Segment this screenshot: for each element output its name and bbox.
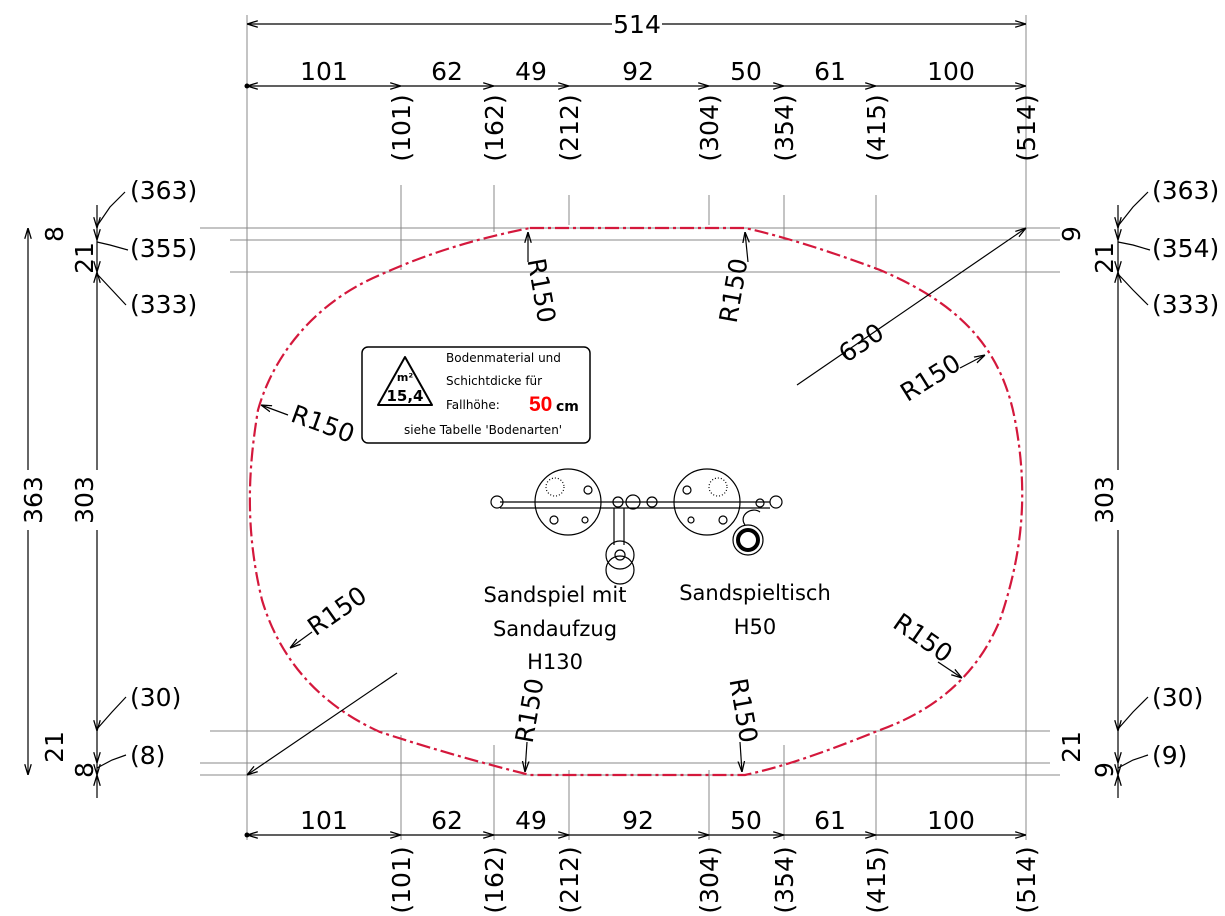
left-ref-363: (363) bbox=[130, 176, 197, 205]
right-bottom-a: 9 bbox=[1090, 762, 1119, 778]
top-seg-2: 62 bbox=[431, 57, 463, 86]
bottom-seg-2: 62 bbox=[431, 806, 463, 835]
top-seg-7: 100 bbox=[927, 57, 975, 86]
radius-right-lower: R150 bbox=[888, 607, 958, 668]
fall-height-value: 50 bbox=[529, 393, 552, 416]
left-bottom-b: 21 bbox=[40, 731, 69, 763]
bottom-pos-354: (354) bbox=[770, 846, 799, 913]
bottom-pos-101: (101) bbox=[387, 846, 416, 913]
equipment-1-line-3: H130 bbox=[527, 650, 583, 674]
right-bottom-b: 21 bbox=[1057, 731, 1086, 763]
top-pos-354: (354) bbox=[770, 94, 799, 161]
info-line-1: Bodenmaterial und bbox=[446, 351, 561, 365]
overall-width-label: 514 bbox=[613, 10, 661, 39]
right-top-b: 21 bbox=[1090, 242, 1119, 274]
bottom-pos-514: (514) bbox=[1012, 846, 1041, 913]
top-pos-162: (162) bbox=[480, 94, 509, 161]
left-ref-355: (355) bbox=[130, 234, 197, 263]
left-total: 363 bbox=[19, 476, 48, 524]
right-ref-363: (363) bbox=[1152, 176, 1219, 205]
top-segment-dimensions: 101 62 49 92 50 61 100 bbox=[244, 57, 1026, 89]
radius-left-lower: R150 bbox=[302, 580, 372, 641]
warning-triangle-icon bbox=[377, 356, 433, 406]
right-dimensions: 9 21 303 21 9 (363) (354) (333) (30) (9) bbox=[1057, 176, 1219, 798]
bottom-seg-6: 61 bbox=[814, 806, 846, 835]
sand-play-equipment-symbol bbox=[490, 468, 783, 585]
bottom-position-labels: (101) (162) (212) (304) (354) (415) (514… bbox=[387, 846, 1041, 913]
fall-height-unit: cm bbox=[556, 399, 579, 415]
right-ref-9: (9) bbox=[1152, 741, 1187, 770]
bottom-seg-4: 92 bbox=[622, 806, 654, 835]
left-ref-333: (333) bbox=[130, 290, 197, 319]
top-seg-6: 61 bbox=[814, 57, 846, 86]
radius-top-left: R150 bbox=[521, 256, 561, 325]
area-value: 15,4 bbox=[386, 387, 423, 405]
bottom-seg-7: 100 bbox=[927, 806, 975, 835]
radius-bottom-right: R150 bbox=[723, 676, 763, 745]
left-middle: 303 bbox=[70, 476, 99, 524]
equipment-2-line-2: H50 bbox=[734, 615, 777, 639]
radius-bottom-left: R150 bbox=[510, 676, 550, 745]
bottom-seg-3: 49 bbox=[515, 806, 547, 835]
right-top-a: 9 bbox=[1057, 226, 1086, 242]
equipment-1-line-1: Sandspiel mit bbox=[484, 583, 627, 607]
left-top-a: 8 bbox=[40, 226, 69, 242]
top-pos-514: (514) bbox=[1012, 94, 1041, 161]
overall-width-dimension: 514 bbox=[247, 10, 1026, 39]
radius-right-upper: R150 bbox=[895, 348, 966, 407]
top-seg-1: 101 bbox=[300, 57, 348, 86]
left-dimensions: 363 8 21 303 21 8 (363) (355) (333) (30)… bbox=[19, 176, 197, 798]
top-position-labels: (101) (162) (212) (304) (354) (415) (514… bbox=[387, 94, 1041, 161]
left-top-b: 21 bbox=[70, 242, 99, 274]
top-pos-415: (415) bbox=[862, 94, 891, 161]
bottom-pos-162: (162) bbox=[480, 846, 509, 913]
fall-height-info-box: m² 15,4 Bodenmaterial und Schichtdicke f… bbox=[361, 346, 591, 444]
top-seg-5: 50 bbox=[730, 57, 762, 86]
area-unit: m² bbox=[397, 371, 413, 384]
top-pos-212: (212) bbox=[555, 94, 584, 161]
top-pos-101: (101) bbox=[387, 94, 416, 161]
equipment-1-line-2: Sandaufzug bbox=[493, 617, 617, 641]
info-line-3: Fallhöhe: bbox=[446, 398, 500, 412]
info-line-2: Schichtdicke für bbox=[446, 374, 542, 388]
reference-lines bbox=[200, 15, 1060, 840]
top-seg-3: 49 bbox=[515, 57, 547, 86]
right-ref-333: (333) bbox=[1152, 290, 1219, 319]
bottom-segment-dimensions: 101 62 49 92 50 61 100 bbox=[244, 806, 1026, 838]
bottom-seg-1: 101 bbox=[300, 806, 348, 835]
radius-left-upper: R150 bbox=[287, 399, 358, 449]
radius-top-right: R150 bbox=[714, 256, 754, 325]
bottom-pos-304: (304) bbox=[695, 846, 724, 913]
left-ref-30: (30) bbox=[130, 683, 181, 712]
diagonal-label: 630 bbox=[833, 318, 889, 369]
left-ref-8: (8) bbox=[130, 741, 165, 770]
right-middle: 303 bbox=[1090, 476, 1119, 524]
info-line-4: siehe Tabelle 'Bodenarten' bbox=[404, 423, 562, 437]
bottom-pos-415: (415) bbox=[862, 846, 891, 913]
right-ref-354: (354) bbox=[1152, 234, 1219, 263]
bottom-seg-5: 50 bbox=[730, 806, 762, 835]
equipment-2-line-1: Sandspieltisch bbox=[679, 581, 831, 605]
top-seg-4: 92 bbox=[622, 57, 654, 86]
left-bottom-a: 8 bbox=[70, 762, 99, 778]
bottom-pos-212: (212) bbox=[555, 846, 584, 913]
safety-zone-boundary bbox=[248, 226, 1024, 777]
right-ref-30: (30) bbox=[1152, 683, 1203, 712]
top-pos-304: (304) bbox=[695, 94, 724, 161]
equipment-labels: Sandspiel mit Sandaufzug H130 Sandspielt… bbox=[484, 581, 831, 674]
